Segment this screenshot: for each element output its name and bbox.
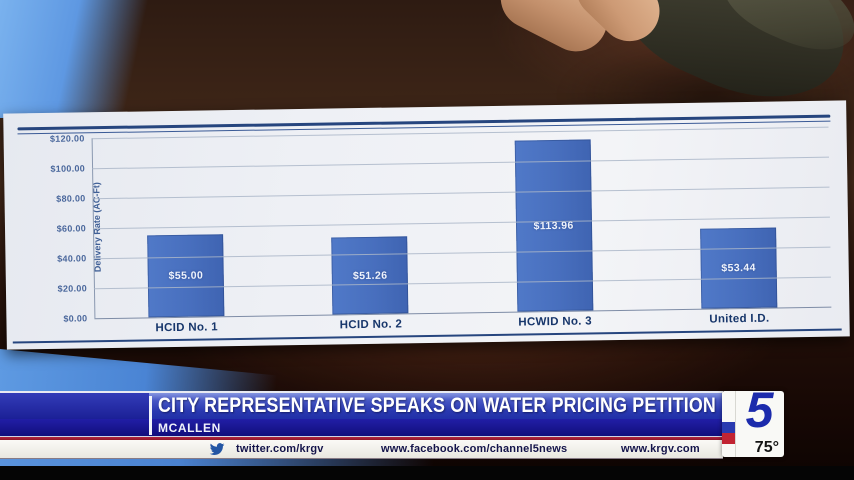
bar-value-label: $53.44 (721, 261, 756, 275)
headline-row: CITY REPRESENTATIVE SPEAKS ON WATER PRIC… (0, 393, 723, 419)
channel-number: 5 (745, 391, 774, 438)
headline-text: CITY REPRESENTATIVE SPEAKS ON WATER PRIC… (158, 394, 716, 417)
bar: $51.26 (331, 236, 409, 315)
y-tick-label: $0.00 (63, 313, 88, 324)
y-tick-label: $20.00 (57, 283, 88, 294)
blue-background-area (0, 0, 165, 118)
category-label: HCID No. 2 (339, 318, 403, 332)
lower-third-banner: CITY REPRESENTATIVE SPEAKS ON WATER PRIC… (0, 391, 723, 459)
website-link: www.krgv.com (621, 443, 700, 455)
category-label: HCID No. 1 (155, 321, 219, 335)
y-tick-label: $120.00 (49, 133, 85, 144)
chart-paper: Delivery Rate (AC-Ft) $55.00$51.26$113.9… (3, 100, 850, 350)
y-tick-label: $100.00 (50, 163, 86, 174)
blue-background-wedge (0, 349, 325, 392)
location-row: MCALLEN (0, 419, 723, 436)
bar: $55.00 (147, 233, 225, 318)
y-tick-label: $60.00 (56, 223, 87, 234)
bar-value-label: $51.26 (352, 269, 388, 282)
logo-left-strip (722, 391, 736, 457)
channel5-logo: 5 75° (722, 391, 784, 457)
twitter-link: twitter.com/krgv (236, 443, 324, 455)
letterbox-bottom (0, 466, 854, 480)
banner-highlight-line (0, 436, 723, 437)
banner-red-line (0, 437, 723, 440)
banner-top-border (0, 391, 723, 393)
plot-area: Delivery Rate (AC-Ft) $55.00$51.26$113.9… (50, 126, 832, 334)
social-ticker: twitter.com/krgv www.facebook.com/channe… (0, 440, 723, 459)
bar-value-label: $55.00 (168, 269, 204, 282)
category-label: HCWID No. 3 (518, 315, 593, 329)
banner-separator-bar (149, 396, 152, 435)
location-text: MCALLEN (158, 420, 221, 435)
logo-red-band (722, 433, 735, 444)
blue-background-strip (0, 457, 510, 467)
logo-blue-band (722, 422, 735, 433)
facebook-link: www.facebook.com/channel5news (381, 443, 568, 455)
twitter-bird-icon (209, 443, 225, 456)
bar: $53.44 (699, 227, 778, 309)
banner-left-cap (0, 393, 149, 419)
temperature-readout: 75° (754, 439, 779, 456)
y-tick-label: $40.00 (57, 253, 87, 264)
category-label: United I.D. (709, 312, 770, 326)
y-tick-label: $80.00 (56, 193, 86, 204)
bar: $113.96 (514, 139, 593, 312)
